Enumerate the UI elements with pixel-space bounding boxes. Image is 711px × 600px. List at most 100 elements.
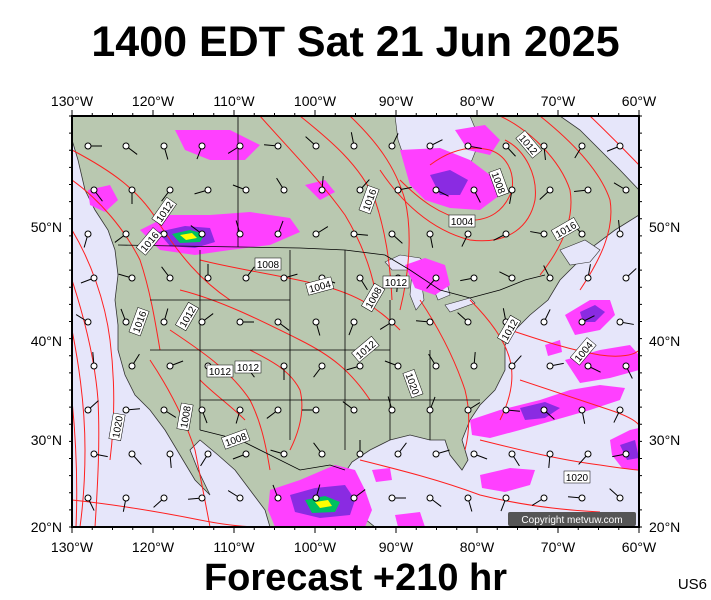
station-marker (613, 406, 624, 423)
station-marker (313, 442, 326, 458)
station-marker (616, 318, 634, 326)
station-marker (83, 230, 92, 248)
lat-label: 20°N (31, 519, 62, 535)
station-marker (280, 362, 288, 380)
station-marker (196, 142, 206, 160)
station-marker (84, 142, 102, 150)
station-marker (90, 450, 108, 458)
station-marker (350, 230, 368, 238)
station-marker (305, 136, 320, 150)
lon-label: 120°W (132, 93, 175, 109)
station-marker (432, 449, 450, 458)
station-marker (160, 142, 169, 160)
station-marker (384, 360, 402, 370)
station-marker (426, 139, 443, 150)
station-marker (502, 406, 520, 414)
station-marker (426, 274, 440, 289)
station-marker (160, 308, 169, 326)
lat-label: 30°N (649, 432, 680, 448)
station-marker (539, 186, 554, 200)
station-marker (75, 314, 92, 326)
station-marker (500, 494, 510, 512)
station-marker (540, 142, 548, 160)
station-marker (426, 494, 442, 507)
station-marker (90, 186, 103, 202)
station-marker (502, 142, 516, 157)
station-marker (612, 450, 630, 458)
station-marker (457, 312, 472, 326)
station-marker (122, 142, 138, 155)
isobar-label: 1008 (257, 260, 280, 271)
lon-label: 60°W (622, 93, 657, 109)
station-marker (313, 362, 326, 378)
station-marker (609, 488, 624, 502)
station-marker (350, 489, 366, 502)
station-marker (394, 442, 407, 458)
station-marker (356, 179, 370, 194)
gulf-of-st-lawrence (559, 239, 601, 266)
station-marker (574, 186, 592, 194)
station-marker (199, 532, 211, 545)
forecast-hour: Forecast +210 hr (203, 557, 508, 599)
lat-labels-right: 50°N 40°N 30°N 20°N (649, 219, 680, 535)
station-marker (578, 450, 592, 465)
station-marker (270, 449, 288, 458)
station-marker (227, 490, 244, 502)
station-marker (426, 396, 436, 414)
frame-ticks (69, 110, 642, 533)
station-marker (128, 186, 136, 204)
station-marker (574, 142, 586, 159)
station-marker (190, 225, 206, 238)
station-marker (318, 176, 326, 194)
lon-label: 70°W (541, 539, 576, 555)
station-marker (280, 273, 298, 282)
station-marker (616, 220, 624, 238)
station-marker (388, 230, 403, 244)
station-marker (342, 401, 358, 414)
isobar-label: 1012 (385, 278, 408, 289)
station-marker (416, 318, 434, 326)
station-marker (388, 133, 399, 150)
station-marker (543, 265, 554, 282)
copyright-badge: Copyright metvuw.com (508, 512, 636, 526)
map-title: 1400 EDT Sat 21 Jun 2025 (91, 18, 620, 66)
station-marker (578, 315, 595, 326)
station-marker (198, 313, 214, 326)
station-marker (160, 406, 177, 418)
station-marker (470, 186, 481, 203)
lake-erie (444, 297, 476, 313)
station-marker (276, 177, 288, 194)
precipitation-layer (88, 125, 639, 527)
station-marker (236, 318, 254, 326)
lat-label: 30°N (31, 432, 62, 448)
station-marker (302, 406, 320, 414)
region-code: US6 (677, 576, 707, 593)
station-marker (114, 230, 130, 243)
lon-labels-top: 130°W 120°W 110°W 100°W 90°W 80°W 70°W 6… (51, 93, 657, 109)
station-marker (464, 142, 482, 150)
station-marker (470, 450, 488, 460)
station-marker (499, 539, 515, 546)
station-marker (379, 318, 396, 330)
station-marker (546, 362, 564, 370)
station-marker (242, 266, 255, 282)
station-marker (281, 530, 291, 545)
station-marker (194, 186, 212, 195)
station-marker (493, 230, 510, 241)
station-marker (606, 142, 624, 152)
lon-label: 130°W (51, 93, 94, 109)
station-marker (346, 362, 364, 371)
lat-label: 40°N (31, 333, 62, 349)
station-marker (118, 273, 136, 282)
isobar-label: 1012 (209, 367, 232, 378)
station-marker (464, 402, 481, 414)
station-marker (122, 494, 130, 512)
lon-label: 90°W (379, 93, 414, 109)
station-marker (232, 450, 250, 460)
isobar-label: 1012 (237, 363, 260, 374)
station-marker (508, 450, 520, 467)
station-marker (84, 400, 99, 414)
lon-label: 110°W (213, 539, 255, 555)
station-marker (274, 318, 290, 331)
station-marker (568, 494, 586, 502)
